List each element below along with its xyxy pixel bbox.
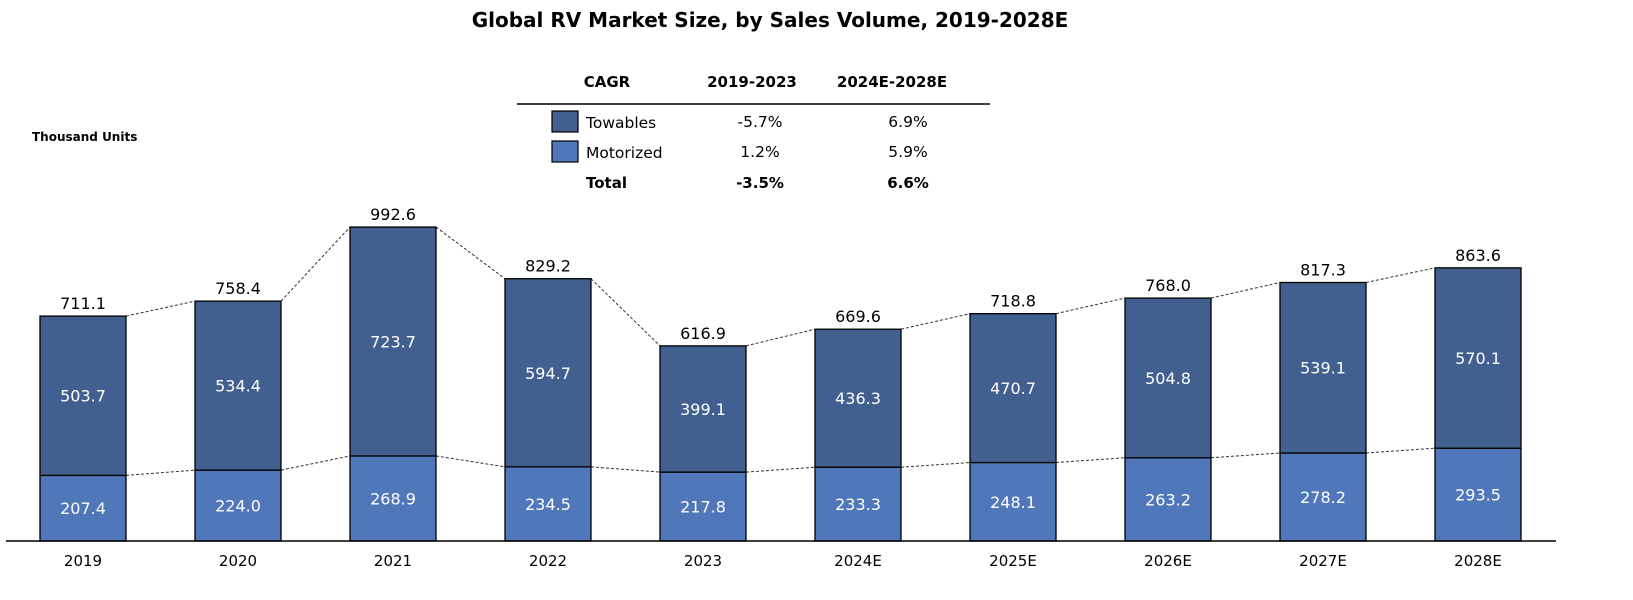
label-towables-2020: 534.4 <box>215 377 261 396</box>
bar-towables-2022 <box>504 278 592 468</box>
label-towables-2024E: 436.3 <box>835 389 881 408</box>
x-tick-2023: 2023 <box>684 552 722 570</box>
y-axis-label: Thousand Units <box>32 130 137 144</box>
chart-title: Global RV Market Size, by Sales Volume, … <box>472 8 1069 32</box>
label-motorized-2026E: 263.2 <box>1145 490 1191 509</box>
label-towables-2026E: 504.8 <box>1145 369 1191 388</box>
legend-total-fcst: 6.6% <box>887 174 929 192</box>
legend-label-towables: Towables <box>585 114 656 132</box>
connector-motorized-6 <box>1055 457 1126 464</box>
bar-towables-2021 <box>349 226 437 457</box>
label-motorized-2024E: 233.3 <box>835 495 881 514</box>
x-axis-ticks: 2019 2020 2021 2022 2023 2024E 2025E 2026E 2027E… <box>64 552 1502 570</box>
label-total-2020: 758.4 <box>215 279 261 298</box>
label-towables-2023: 399.1 <box>680 400 726 419</box>
legend-header-cagr: CAGR <box>584 73 631 91</box>
connector-total-2 <box>435 226 506 280</box>
x-tick-2020: 2020 <box>219 552 257 570</box>
label-towables-2019: 503.7 <box>60 387 106 406</box>
bars <box>39 226 1522 542</box>
label-total-2021: 992.6 <box>370 205 416 224</box>
bar-motorized-2028E <box>1434 447 1522 542</box>
bar-towables-2026E <box>1124 297 1212 459</box>
connector-total-3 <box>590 278 661 347</box>
x-tick-2024E: 2024E <box>834 552 882 570</box>
legend-label-total: Total <box>586 174 627 192</box>
legend-label-motorized: Motorized <box>586 144 663 162</box>
connector-total-1 <box>280 226 351 302</box>
label-towables-2022: 594.7 <box>525 364 571 383</box>
connector-motorized-8 <box>1365 447 1436 454</box>
connector-total-6 <box>1055 297 1126 315</box>
bar-motorized-2023 <box>659 471 747 542</box>
x-tick-2019: 2019 <box>64 552 102 570</box>
bar-towables-2027E <box>1279 281 1367 454</box>
label-towables-2027E: 539.1 <box>1300 359 1346 378</box>
connector-lines <box>125 226 1436 476</box>
label-total-2027E: 817.3 <box>1300 260 1346 279</box>
x-tick-2022: 2022 <box>529 552 567 570</box>
bar-motorized-2021 <box>349 455 437 542</box>
x-tick-2026E: 2026E <box>1144 552 1192 570</box>
bar-motorized-2024E <box>814 466 902 542</box>
connector-total-5 <box>900 313 971 330</box>
bar-towables-2023 <box>659 345 747 473</box>
label-motorized-2025E: 248.1 <box>990 493 1036 512</box>
bar-motorized-2026E <box>1124 457 1212 542</box>
legend-towables-hist: -5.7% <box>738 113 783 131</box>
label-total-2024E: 669.6 <box>835 307 881 326</box>
label-motorized-2022: 234.5 <box>525 495 571 514</box>
label-motorized-2027E: 278.2 <box>1300 488 1346 507</box>
label-motorized-2019: 207.4 <box>60 499 106 518</box>
label-total-2026E: 768.0 <box>1145 276 1191 295</box>
label-total-2023: 616.9 <box>680 324 726 343</box>
label-total-2025E: 718.8 <box>990 292 1036 311</box>
legend-motorized-hist: 1.2% <box>740 143 779 161</box>
connector-motorized-1 <box>280 455 351 471</box>
bar-towables-2028E <box>1434 267 1522 449</box>
bar-motorized-2025E <box>969 461 1057 542</box>
connector-motorized-4 <box>745 466 816 473</box>
connector-motorized-2 <box>435 455 506 468</box>
connector-total-4 <box>745 328 816 347</box>
x-tick-2028E: 2028E <box>1454 552 1502 570</box>
label-towables-2025E: 470.7 <box>990 379 1036 398</box>
bar-towables-2020 <box>194 300 282 471</box>
bar-motorized-2022 <box>504 466 592 542</box>
legend-towables-fcst: 6.9% <box>888 113 927 131</box>
label-motorized-2021: 268.9 <box>370 489 416 508</box>
cagr-legend-table: CAGR 2019-2023 2024E-2028E Towables -5.7… <box>517 73 990 192</box>
connector-total-7 <box>1210 282 1281 299</box>
legend-motorized-fcst: 5.9% <box>888 143 927 161</box>
label-total-2019: 711.1 <box>60 294 106 313</box>
legend-header-fcst: 2024E-2028E <box>837 73 947 91</box>
label-motorized-2023: 217.8 <box>680 498 726 517</box>
label-total-2028E: 863.6 <box>1455 246 1501 265</box>
label-towables-2028E: 570.1 <box>1455 349 1501 368</box>
legend-swatch-motorized <box>551 140 579 163</box>
legend-total-hist: -3.5% <box>736 174 784 192</box>
connector-motorized-5 <box>900 462 971 468</box>
x-tick-2021: 2021 <box>374 552 412 570</box>
bar-towables-2019 <box>39 315 127 477</box>
connector-motorized-0 <box>125 469 196 476</box>
legend-swatch-towables <box>551 110 579 133</box>
bar-towables-2024E <box>814 328 902 468</box>
bar-towables-2025E <box>969 312 1057 464</box>
x-tick-2025E: 2025E <box>989 552 1037 570</box>
legend-header-hist: 2019-2023 <box>707 73 797 91</box>
label-motorized-2028E: 293.5 <box>1455 486 1501 505</box>
data-labels: 207.4 503.7 711.1 224.0 534.4 758.4 268.9 723.7… <box>60 205 1501 518</box>
connector-motorized-7 <box>1210 452 1281 459</box>
label-motorized-2020: 224.0 <box>215 497 261 516</box>
label-towables-2021: 723.7 <box>370 332 416 351</box>
connector-total-8 <box>1365 267 1436 283</box>
x-tick-2027E: 2027E <box>1299 552 1347 570</box>
connector-total-0 <box>125 300 196 317</box>
label-total-2022: 829.2 <box>525 257 571 276</box>
connector-motorized-3 <box>590 466 661 473</box>
